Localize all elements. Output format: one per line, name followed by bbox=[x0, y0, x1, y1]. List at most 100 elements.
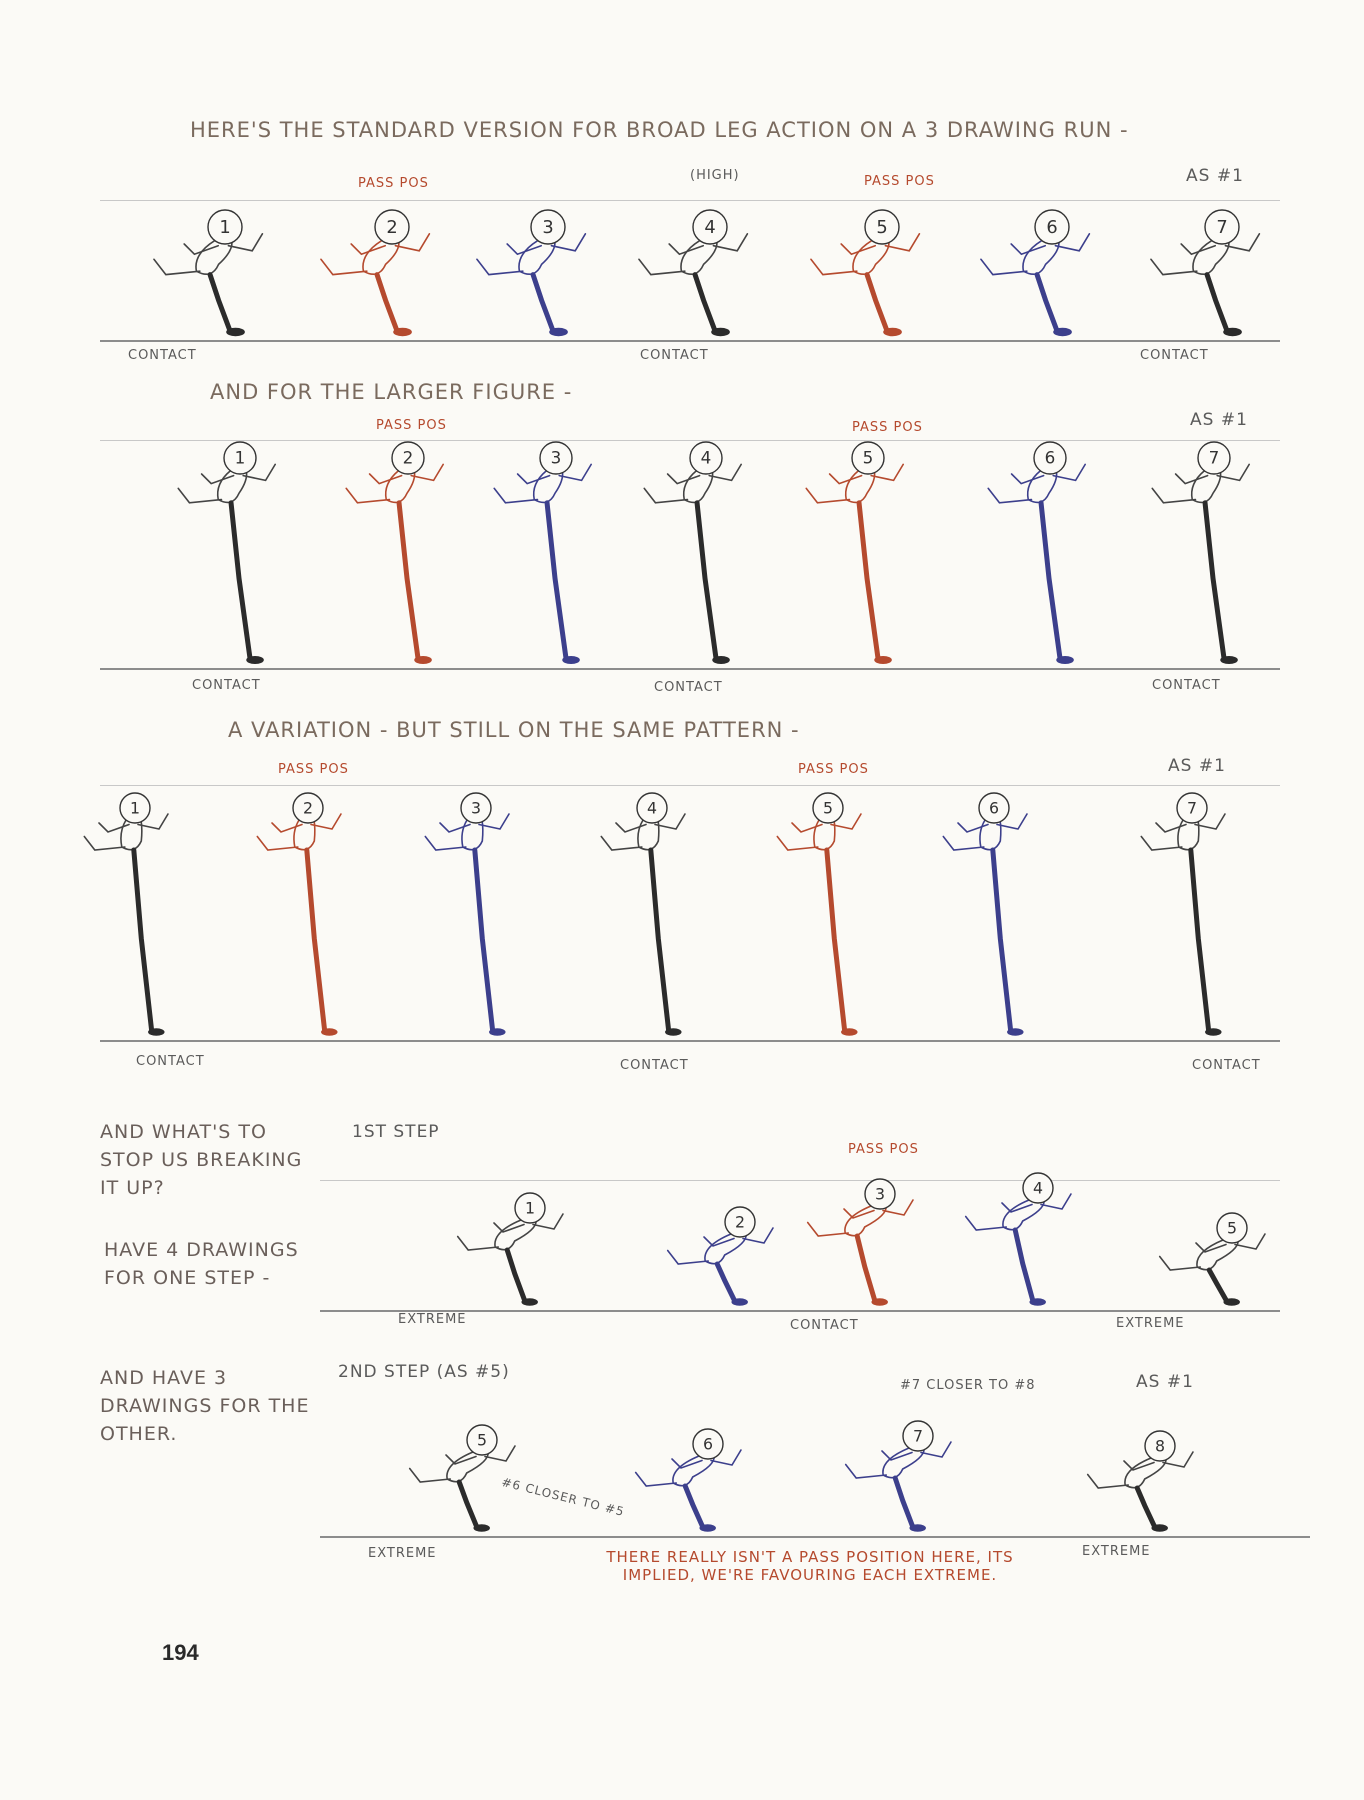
row3-ground-line bbox=[100, 1040, 1280, 1042]
row4-figure-2: 2 bbox=[666, 1206, 774, 1306]
row4-figure-1: 1 bbox=[456, 1192, 564, 1306]
svg-text:1: 1 bbox=[235, 448, 246, 468]
svg-text:6: 6 bbox=[989, 798, 999, 817]
row4-ground-line bbox=[320, 1310, 1280, 1312]
row2-figure-4: 4 bbox=[643, 441, 742, 664]
svg-text:3: 3 bbox=[542, 217, 553, 238]
svg-text:8: 8 bbox=[1155, 1436, 1165, 1455]
row2-pass-pos-1: PASS POS bbox=[376, 418, 447, 433]
row4-figure-5: 5 bbox=[1158, 1212, 1266, 1306]
row3-figure-2: 2 bbox=[256, 792, 342, 1036]
row3-top-guide bbox=[100, 785, 1280, 786]
row3-figure-5: 5 bbox=[776, 792, 862, 1036]
row1-pass-pos-1: PASS POS bbox=[358, 176, 429, 191]
row1-top-guide bbox=[100, 200, 1280, 201]
svg-text:7: 7 bbox=[1216, 217, 1227, 238]
row3-figure-1: 1 bbox=[83, 792, 169, 1036]
svg-text:4: 4 bbox=[704, 217, 715, 238]
row3-figure-6: 6 bbox=[942, 792, 1028, 1036]
row2-contact-2: CONTACT bbox=[654, 680, 723, 695]
row3-as-1: AS #1 bbox=[1168, 756, 1226, 776]
svg-text:1: 1 bbox=[130, 798, 140, 817]
row4-step-label: 1ST STEP bbox=[352, 1122, 440, 1142]
row1-figure-1: 1 bbox=[153, 209, 264, 337]
row1-contact-3: CONTACT bbox=[1140, 348, 1209, 363]
row4-contact: CONTACT bbox=[790, 1318, 859, 1333]
row1-figure-3: 3 bbox=[476, 209, 587, 337]
row2-figure-3: 3 bbox=[493, 441, 592, 664]
row3-pass-pos-1: PASS POS bbox=[278, 762, 349, 777]
svg-text:5: 5 bbox=[876, 217, 887, 238]
row2-heading: AND FOR THE LARGER FIGURE - bbox=[210, 380, 573, 404]
row1-contact-1: CONTACT bbox=[128, 348, 197, 363]
row2-contact-1: CONTACT bbox=[192, 678, 261, 693]
row3-contact-3: CONTACT bbox=[1192, 1058, 1261, 1073]
row3-contact-1: CONTACT bbox=[136, 1054, 205, 1069]
row3-figure-4: 4 bbox=[600, 792, 686, 1036]
row2-pass-pos-2: PASS POS bbox=[852, 420, 923, 435]
row5-closer-7: #7 CLOSER TO #8 bbox=[900, 1378, 1036, 1393]
row3-figure-7: 7 bbox=[1140, 792, 1226, 1036]
svg-text:5: 5 bbox=[477, 1430, 487, 1449]
row2-top-guide bbox=[100, 440, 1280, 441]
svg-text:2: 2 bbox=[303, 798, 313, 817]
svg-text:6: 6 bbox=[703, 1434, 713, 1453]
svg-text:4: 4 bbox=[1033, 1178, 1043, 1197]
row3-heading: A VARIATION - BUT STILL ON THE SAME PATT… bbox=[228, 718, 800, 742]
page-number: 194 bbox=[162, 1640, 199, 1665]
row1-figure-7: 7 bbox=[1150, 209, 1261, 337]
row3-contact-2: CONTACT bbox=[620, 1058, 689, 1073]
row2-figure-6: 6 bbox=[987, 441, 1086, 664]
row2-contact-3: CONTACT bbox=[1152, 678, 1221, 693]
svg-text:6: 6 bbox=[1046, 217, 1057, 238]
row2-figure-2: 2 bbox=[345, 441, 444, 664]
row5-figure-2: 6 bbox=[634, 1428, 742, 1532]
row2-figure-5: 5 bbox=[805, 441, 904, 664]
svg-text:7: 7 bbox=[1187, 798, 1197, 817]
svg-text:5: 5 bbox=[823, 798, 833, 817]
svg-text:3: 3 bbox=[471, 798, 481, 817]
svg-text:2: 2 bbox=[735, 1212, 745, 1231]
row5-side-note: AND HAVE 3 DRAWINGS FOR THE OTHER. bbox=[100, 1367, 310, 1445]
row1-ground-line bbox=[100, 340, 1280, 342]
row5-ground-line bbox=[320, 1536, 1310, 1538]
row4-side-note-1: AND WHAT'S TO STOP US BREAKING IT UP? bbox=[100, 1121, 303, 1199]
row3-figure-3: 3 bbox=[424, 792, 510, 1036]
svg-text:7: 7 bbox=[913, 1426, 923, 1445]
row5-extreme-1: EXTREME bbox=[368, 1546, 437, 1561]
row5-extreme-2: EXTREME bbox=[1082, 1544, 1151, 1559]
svg-text:2: 2 bbox=[403, 448, 414, 468]
row5-step-label: 2ND STEP (AS #5) bbox=[338, 1362, 510, 1382]
row3-pass-pos-2: PASS POS bbox=[798, 762, 869, 777]
row1-contact-2: CONTACT bbox=[640, 348, 709, 363]
row1-pass-pos-2: PASS POS bbox=[864, 174, 935, 189]
row4-side-note-2: HAVE 4 DRAWINGS FOR ONE STEP - bbox=[104, 1239, 299, 1289]
svg-text:4: 4 bbox=[701, 448, 712, 468]
row5-red-note: THERE REALLY ISN'T A PASS POSITION HERE,… bbox=[606, 1548, 1014, 1584]
row4-top-guide bbox=[320, 1180, 1280, 1181]
row1-figure-6: 6 bbox=[980, 209, 1091, 337]
row1-figure-2: 2 bbox=[320, 209, 431, 337]
svg-text:5: 5 bbox=[863, 448, 874, 468]
svg-text:7: 7 bbox=[1209, 448, 1220, 468]
row5-figure-1: 5 bbox=[408, 1424, 516, 1532]
row1-as-1: AS #1 bbox=[1186, 166, 1244, 186]
svg-text:1: 1 bbox=[219, 217, 230, 238]
row1-figure-4: 4 bbox=[638, 209, 749, 337]
row4-extreme-1: EXTREME bbox=[398, 1312, 467, 1327]
row5-figure-4: 8 bbox=[1086, 1430, 1194, 1532]
row5-figure-3: 7 bbox=[844, 1420, 952, 1532]
row4-pass-pos: PASS POS bbox=[848, 1142, 919, 1157]
svg-text:3: 3 bbox=[551, 448, 562, 468]
svg-text:6: 6 bbox=[1045, 448, 1056, 468]
row1-high-label: (HIGH) bbox=[690, 168, 740, 183]
svg-text:3: 3 bbox=[875, 1184, 885, 1203]
svg-text:1: 1 bbox=[525, 1198, 535, 1217]
row2-as-1: AS #1 bbox=[1190, 410, 1248, 430]
svg-text:2: 2 bbox=[386, 217, 397, 238]
svg-text:4: 4 bbox=[647, 798, 657, 817]
svg-text:5: 5 bbox=[1227, 1218, 1237, 1237]
row2-figure-1: 1 bbox=[177, 441, 276, 664]
row4-figure-4: 4 bbox=[964, 1172, 1072, 1306]
